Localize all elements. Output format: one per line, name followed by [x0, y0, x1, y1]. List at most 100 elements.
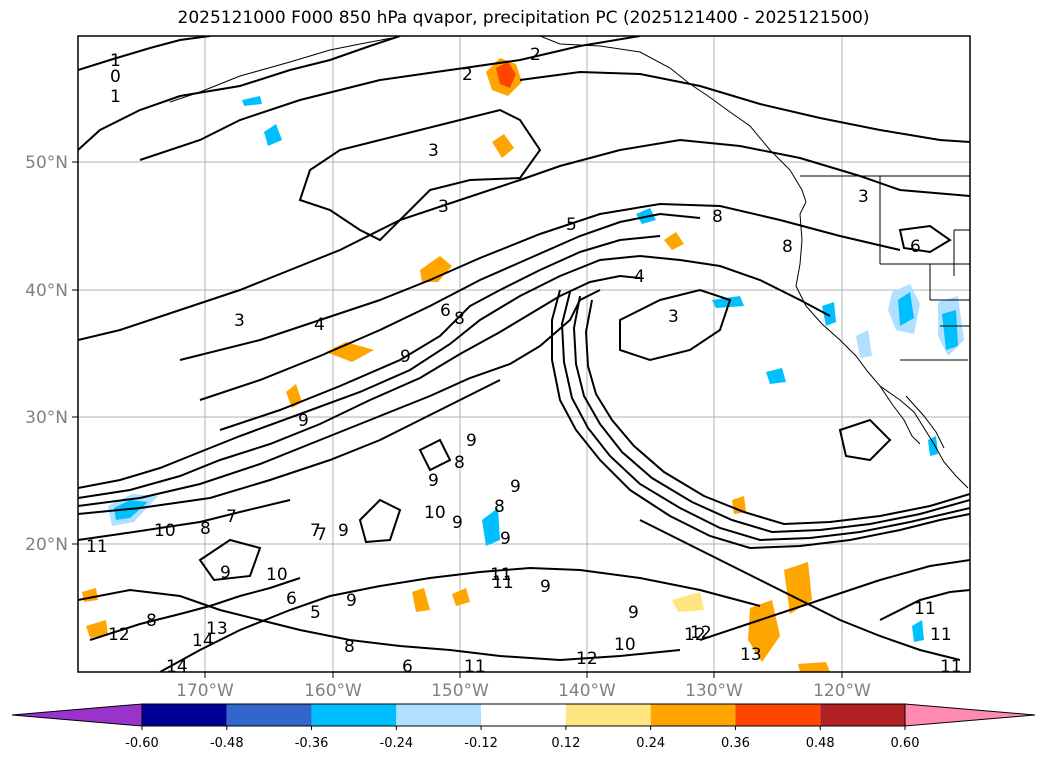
- colorbar-tick-label: -0.60: [125, 736, 159, 751]
- lon-label-160w: 160°W: [304, 681, 362, 701]
- contour-label: 5: [566, 215, 577, 235]
- colorbar-tick-label: 0.60: [891, 736, 920, 751]
- colorbar: -0.60 -0.48 -0.36 -0.24 -0.12 0.12 0.24 0.36 0.4…: [11, 703, 1036, 751]
- contour-jet-1: [551, 289, 970, 550]
- contour-label: 1: [110, 87, 121, 107]
- precip-patch: [86, 620, 108, 638]
- contour-label: 0: [110, 67, 121, 87]
- colorbar-segment: [565, 704, 651, 726]
- precip-patch: [326, 342, 374, 362]
- precip-patch: [664, 232, 684, 250]
- contour-label: 9: [628, 603, 639, 623]
- lon-label-150w: 150°W: [431, 681, 489, 701]
- contour-label: 11: [492, 573, 514, 593]
- colorbar-tick-label: -0.36: [295, 736, 329, 751]
- contour-label: 10: [154, 521, 176, 541]
- contour-label: 9: [452, 513, 463, 533]
- precip-patch: [712, 296, 744, 308]
- map-title: 2025121000 F000 850 hPa qvapor, precipit…: [177, 8, 870, 28]
- contour-label: 3: [234, 311, 245, 331]
- precip-patch: [496, 62, 516, 88]
- contour-east-1: [699, 559, 970, 641]
- contour-label: 9: [220, 563, 231, 583]
- contour-label: 9: [500, 529, 511, 549]
- contour-9: [78, 289, 601, 507]
- colorbar-segment: [650, 704, 736, 726]
- precip-patch: [898, 292, 914, 326]
- precip-patches: [82, 58, 964, 672]
- colorbar-tick-label: 0.12: [551, 736, 580, 751]
- colorbar-segment: [396, 704, 482, 726]
- contour-1-b: [78, 36, 401, 151]
- contour-label: 8: [146, 611, 157, 631]
- contour-1: [78, 36, 211, 71]
- contour-label: 10: [614, 635, 636, 655]
- contour-label: 14: [192, 631, 214, 651]
- colorbar-tick-label: 0.24: [636, 736, 665, 751]
- contour-label: 12: [684, 625, 706, 645]
- contour-label: 6: [440, 301, 451, 321]
- contour-label: 12: [576, 649, 598, 669]
- contour-8: [78, 274, 641, 499]
- contour-label: 8: [200, 519, 211, 539]
- contour-label: 9: [510, 477, 521, 497]
- contour-label: 9: [346, 591, 357, 611]
- colorbar-outline: [141, 703, 906, 727]
- precip-patch: [242, 96, 262, 106]
- contour-4: [179, 202, 901, 361]
- contour-10: [78, 379, 501, 515]
- contour-label: 2: [462, 65, 473, 85]
- map-frame: [77, 35, 971, 673]
- lon-label-120w: 120°W: [813, 681, 871, 701]
- colorbar-tick-label: -0.24: [380, 736, 414, 751]
- contour-labels: 1 0 1 2 2 3 3 3 5 4 4 6 8 9 9 9 8 9 10 1…: [86, 45, 962, 677]
- precip-patch: [114, 500, 148, 520]
- contour-label: 7: [316, 525, 327, 545]
- precip-patch: [912, 620, 924, 642]
- contour-3: [78, 138, 970, 341]
- colorbar-tick-label: 0.48: [806, 736, 835, 751]
- contour-east-2: [879, 589, 970, 621]
- contour-11: [78, 499, 291, 541]
- colorbar-extend-low: [11, 703, 143, 727]
- contour-label: 8: [344, 637, 355, 657]
- contour-closed-4: [198, 538, 262, 582]
- contour-label: 9: [466, 431, 477, 451]
- precip-patch: [942, 310, 958, 350]
- contour-closed-3: [358, 498, 402, 544]
- contour-label: 14: [166, 657, 188, 677]
- contour-label: 11: [930, 625, 952, 645]
- contour-label: 4: [314, 315, 325, 335]
- contour-label: 9: [428, 471, 439, 491]
- lat-label-20n: 20°N: [25, 535, 68, 555]
- lon-label-170w: 170°W: [176, 681, 234, 701]
- contour-label: 13: [206, 619, 228, 639]
- contour-2: [139, 36, 641, 161]
- lat-label-40n: 40°N: [25, 281, 68, 301]
- contour-7: [78, 254, 831, 489]
- contour-south-1: [78, 588, 681, 662]
- precip-patch: [798, 662, 830, 672]
- colorbar-segment: [142, 704, 227, 726]
- contour-label: 8: [782, 237, 793, 257]
- colorbar-segment: [481, 704, 566, 726]
- contour-label: 10: [266, 565, 288, 585]
- contour-east-3: [639, 519, 961, 661]
- contour-label: 8: [454, 309, 465, 329]
- qvapor-contours: [78, 36, 970, 672]
- contour-5: [199, 212, 701, 401]
- contour-label: 9: [338, 521, 349, 541]
- colorbar-tick-label: -0.48: [210, 736, 244, 751]
- contour-label: 5: [310, 603, 321, 623]
- contour-label: 8: [494, 497, 505, 517]
- colorbar-segment: [735, 704, 821, 726]
- lat-label-30n: 30°N: [25, 408, 68, 428]
- axis-ticks: [72, 161, 843, 678]
- precip-patch: [856, 330, 872, 358]
- precip-patch: [264, 124, 282, 146]
- contour-label: 6: [910, 237, 921, 257]
- contour-closed-6: [898, 224, 952, 254]
- contour-label: 9: [540, 577, 551, 597]
- contour-label: 4: [634, 267, 645, 287]
